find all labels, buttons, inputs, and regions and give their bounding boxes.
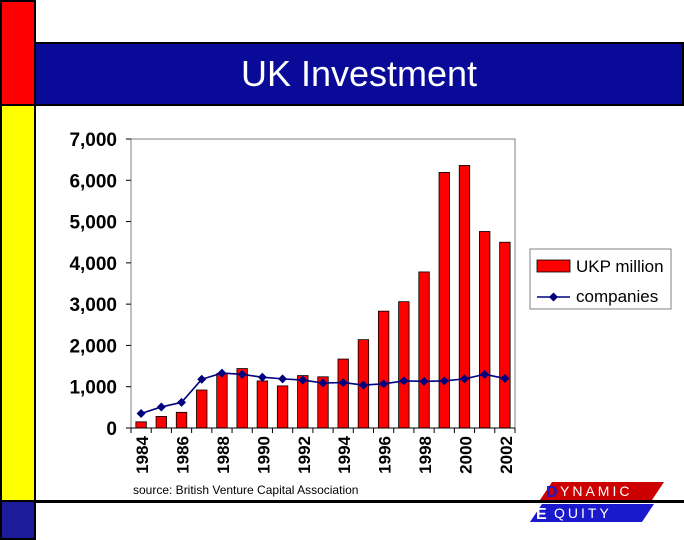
logo-line2: QUITY <box>554 505 612 521</box>
y-tick-label: 5,000 <box>69 213 117 234</box>
companies-point <box>500 373 510 383</box>
x-tick-label: 1988 <box>214 436 233 474</box>
companies-point <box>318 378 328 388</box>
logo-line1: YNAMIC <box>560 483 632 499</box>
slide-title: UK Investment <box>240 53 478 94</box>
y-tick-label: 2,000 <box>69 336 117 357</box>
bar <box>256 380 269 429</box>
dynamic-equity-logo: D YNAMIC E QUITY <box>530 482 664 523</box>
companies-point <box>419 376 429 386</box>
bottom-rule <box>34 500 684 503</box>
bar <box>499 241 511 429</box>
bar <box>175 411 188 429</box>
x-tick-label: 1990 <box>254 436 273 474</box>
logo-red-band <box>540 482 664 500</box>
companies-point <box>136 409 146 419</box>
x-tick-label: 1998 <box>416 436 435 474</box>
bar <box>438 172 450 429</box>
companies-point <box>338 378 348 388</box>
companies-point <box>439 376 449 386</box>
title-bar <box>34 42 684 106</box>
companies-point <box>480 369 490 379</box>
yellow-accent-block <box>0 104 36 502</box>
bar <box>337 358 349 429</box>
logo-initial-e: E <box>536 506 547 523</box>
legend-swatch-bar <box>536 259 571 273</box>
bar <box>479 231 491 429</box>
bar <box>135 421 147 429</box>
x-tick-label: 2000 <box>456 436 475 474</box>
logo-blue-band <box>530 504 654 522</box>
blue-accent-block <box>0 500 36 540</box>
companies-point <box>197 374 207 384</box>
bar <box>196 389 208 429</box>
y-tick-label: 3,000 <box>69 295 117 316</box>
y-tick-label: 0 <box>106 419 117 440</box>
bar <box>155 416 167 429</box>
legend-swatch-marker <box>549 292 558 302</box>
y-tick-label: 1,000 <box>69 378 117 399</box>
companies-point <box>358 380 368 390</box>
companies-point <box>459 374 469 384</box>
x-tick-label: 1986 <box>174 436 193 474</box>
bar <box>377 310 390 429</box>
companies-point <box>278 374 288 384</box>
legend-label-companies: companies <box>576 287 658 306</box>
companies-point <box>237 369 247 379</box>
companies-point <box>217 368 227 378</box>
bar <box>418 271 430 429</box>
y-tick-label: 7,000 <box>69 130 117 151</box>
companies-point <box>379 379 389 389</box>
y-tick-label: 6,000 <box>69 171 117 192</box>
x-tick-label: 1994 <box>335 435 354 473</box>
companies-point <box>156 402 166 412</box>
legend-label-ukp: UKP million <box>576 257 664 276</box>
x-tick-label: 1996 <box>376 436 395 474</box>
y-tick-label: 4,000 <box>69 254 117 275</box>
red-accent-block <box>0 0 36 106</box>
companies-point <box>298 375 308 385</box>
logo-initial-d: D <box>546 484 558 501</box>
companies-point <box>399 376 409 386</box>
companies-point <box>177 397 187 407</box>
bar <box>276 385 289 429</box>
bar <box>216 373 228 429</box>
bar <box>398 301 410 429</box>
x-tick-label: 1992 <box>295 436 314 474</box>
x-tick-label: 1984 <box>133 435 152 473</box>
x-tick-label: 2002 <box>497 436 516 474</box>
companies-point <box>257 372 267 382</box>
bar <box>458 165 471 429</box>
source-note: source: British Venture Capital Associat… <box>133 483 359 497</box>
